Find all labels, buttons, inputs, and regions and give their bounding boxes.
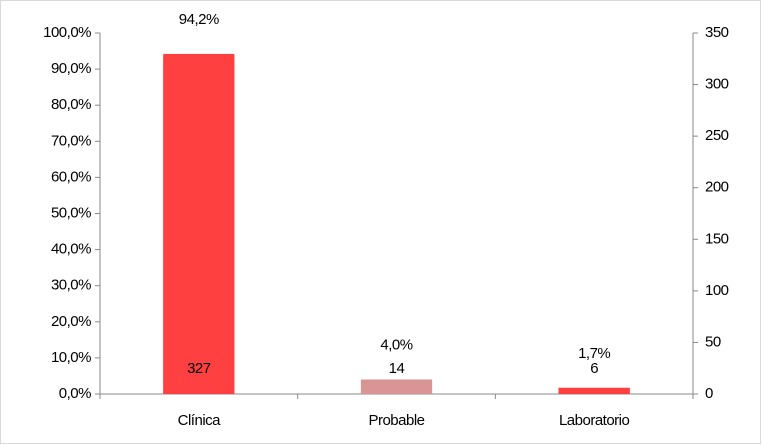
- value-label: 4,0%: [380, 337, 412, 354]
- y-tick-label: 20,0%: [51, 313, 91, 330]
- count-label: 6: [590, 360, 598, 377]
- count-label: 14: [389, 360, 405, 377]
- y2-tick-label: 0: [705, 385, 713, 402]
- y-tick-label: 10,0%: [51, 349, 91, 366]
- value-label: 94,2%: [179, 11, 219, 28]
- x-tick-label: Clínica: [178, 412, 222, 429]
- y-tick-label: 90,0%: [51, 60, 91, 77]
- y2-tick-label: 100: [705, 282, 729, 299]
- count-label: 327: [187, 360, 211, 377]
- y2-tick-label: 250: [705, 127, 729, 144]
- y-tick-label: 100,0%: [43, 24, 91, 41]
- x-tick-label: Laboratorio: [559, 412, 630, 429]
- x-tick-label: Probable: [368, 412, 424, 429]
- bar: [558, 387, 630, 394]
- y-tick-label: 80,0%: [51, 96, 91, 113]
- y2-tick-label: 150: [705, 230, 729, 247]
- bar: [163, 53, 235, 395]
- y-tick-label: 60,0%: [51, 168, 91, 185]
- y2-tick-label: 200: [705, 179, 729, 196]
- value-label: 1,7%: [578, 345, 610, 362]
- y-tick-label: 50,0%: [51, 204, 91, 221]
- y-tick-label: 30,0%: [51, 277, 91, 294]
- y-tick-label: 40,0%: [51, 241, 91, 258]
- y2-tick-label: 50: [705, 333, 721, 350]
- y2-tick-label: 350: [705, 24, 729, 41]
- y-tick-label: 70,0%: [51, 132, 91, 149]
- y-tick-label: 0,0%: [59, 385, 91, 402]
- y2-tick-label: 300: [705, 76, 729, 93]
- bar: [360, 379, 433, 394]
